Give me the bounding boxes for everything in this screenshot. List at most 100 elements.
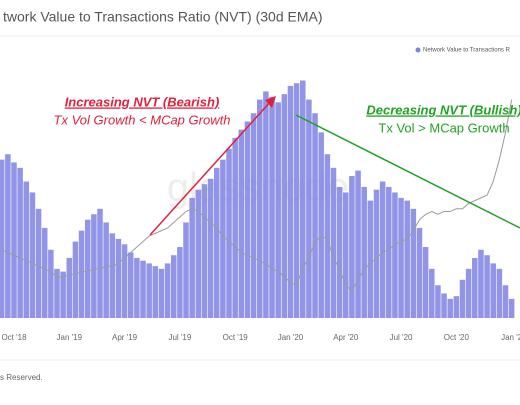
bar <box>398 197 404 318</box>
bar <box>355 170 361 318</box>
bar <box>367 200 374 318</box>
bar <box>484 255 490 318</box>
bar <box>60 271 66 318</box>
bar <box>78 230 85 318</box>
bar <box>213 167 220 318</box>
arrow <box>295 114 520 229</box>
bar <box>441 293 447 318</box>
bar <box>140 260 146 318</box>
bar <box>97 208 103 318</box>
bar <box>146 263 152 318</box>
footer: s Reserved. <box>0 373 43 382</box>
bar <box>318 132 324 318</box>
price-line <box>1 99 513 292</box>
bar <box>177 247 183 318</box>
plot-area: Oct '18 Jan '19 Apr '19 Jul '19 Oct '19 Jan '… <box>0 80 520 342</box>
x-tick-label: Jan '19 <box>57 333 83 342</box>
annotation: Tx Vol > MCap Growth <box>378 120 509 135</box>
bar <box>306 99 312 318</box>
bar <box>170 255 177 318</box>
bar <box>152 266 159 318</box>
bar <box>490 263 496 318</box>
x-tick-label: Oct '20 <box>444 333 470 342</box>
bar <box>392 192 398 318</box>
x-tick-label: Apr '20 <box>333 333 359 342</box>
bar <box>263 91 269 318</box>
bar <box>404 200 410 318</box>
bar <box>269 96 275 319</box>
bar <box>459 279 466 318</box>
bar <box>189 197 195 318</box>
bar <box>422 247 429 318</box>
annotation: Increasing NVT (Bearish) <box>65 94 220 109</box>
bar <box>496 268 503 318</box>
bar <box>342 192 349 318</box>
x-tick-label: Oct '18 <box>1 333 27 342</box>
bar <box>72 241 79 318</box>
bar <box>379 181 386 318</box>
bar <box>361 186 367 318</box>
bar <box>281 94 288 318</box>
bar <box>84 219 91 318</box>
bar <box>453 296 460 318</box>
bar <box>336 186 343 318</box>
bar <box>17 167 23 318</box>
bar <box>349 176 355 318</box>
bar <box>429 268 435 318</box>
bar <box>54 268 60 318</box>
bar <box>250 113 257 318</box>
bar <box>287 85 294 318</box>
bar <box>478 249 484 318</box>
bar <box>0 159 5 318</box>
x-tick-label: Jul '19 <box>168 333 191 342</box>
bar <box>232 137 238 318</box>
arrow <box>149 99 273 236</box>
bar <box>502 285 509 318</box>
bar <box>275 102 281 318</box>
annotation: Tx Vol Growth < MCap Growth <box>54 112 231 127</box>
bar <box>195 189 202 318</box>
bar <box>299 80 306 319</box>
bar <box>91 214 97 318</box>
bar <box>201 184 208 318</box>
bar <box>324 154 331 318</box>
bar <box>386 186 392 318</box>
bar <box>35 208 42 318</box>
bar <box>109 233 116 318</box>
x-tick-label: Apr '19 <box>112 333 138 342</box>
bar <box>330 167 337 318</box>
bar <box>121 244 128 318</box>
bar <box>226 148 232 318</box>
bar <box>312 113 318 318</box>
bar <box>183 222 189 318</box>
bar <box>256 99 263 318</box>
bar <box>416 227 423 318</box>
bar <box>66 257 73 318</box>
legend-swatch <box>415 47 421 53</box>
bar <box>220 159 226 318</box>
bar <box>238 129 245 318</box>
bar <box>508 298 515 318</box>
bar <box>127 252 134 318</box>
x-tick-label: Jan '2 <box>501 333 520 342</box>
bar <box>134 257 140 318</box>
x-tick-label: Oct '19 <box>223 333 249 342</box>
bar <box>373 189 380 318</box>
bar <box>447 298 453 318</box>
arrowhead <box>265 96 276 108</box>
bar <box>5 154 11 318</box>
bar <box>293 83 300 318</box>
bar <box>472 257 478 318</box>
bar <box>29 192 36 318</box>
bar <box>11 162 17 318</box>
annotation: Decreasing NVT (Bullish) <box>366 102 520 117</box>
bar <box>23 181 30 318</box>
bar <box>158 268 165 318</box>
bar <box>48 249 54 318</box>
bar <box>410 208 417 318</box>
bar <box>465 268 472 318</box>
bar <box>41 227 48 318</box>
bar <box>164 263 171 318</box>
bar <box>244 121 251 318</box>
